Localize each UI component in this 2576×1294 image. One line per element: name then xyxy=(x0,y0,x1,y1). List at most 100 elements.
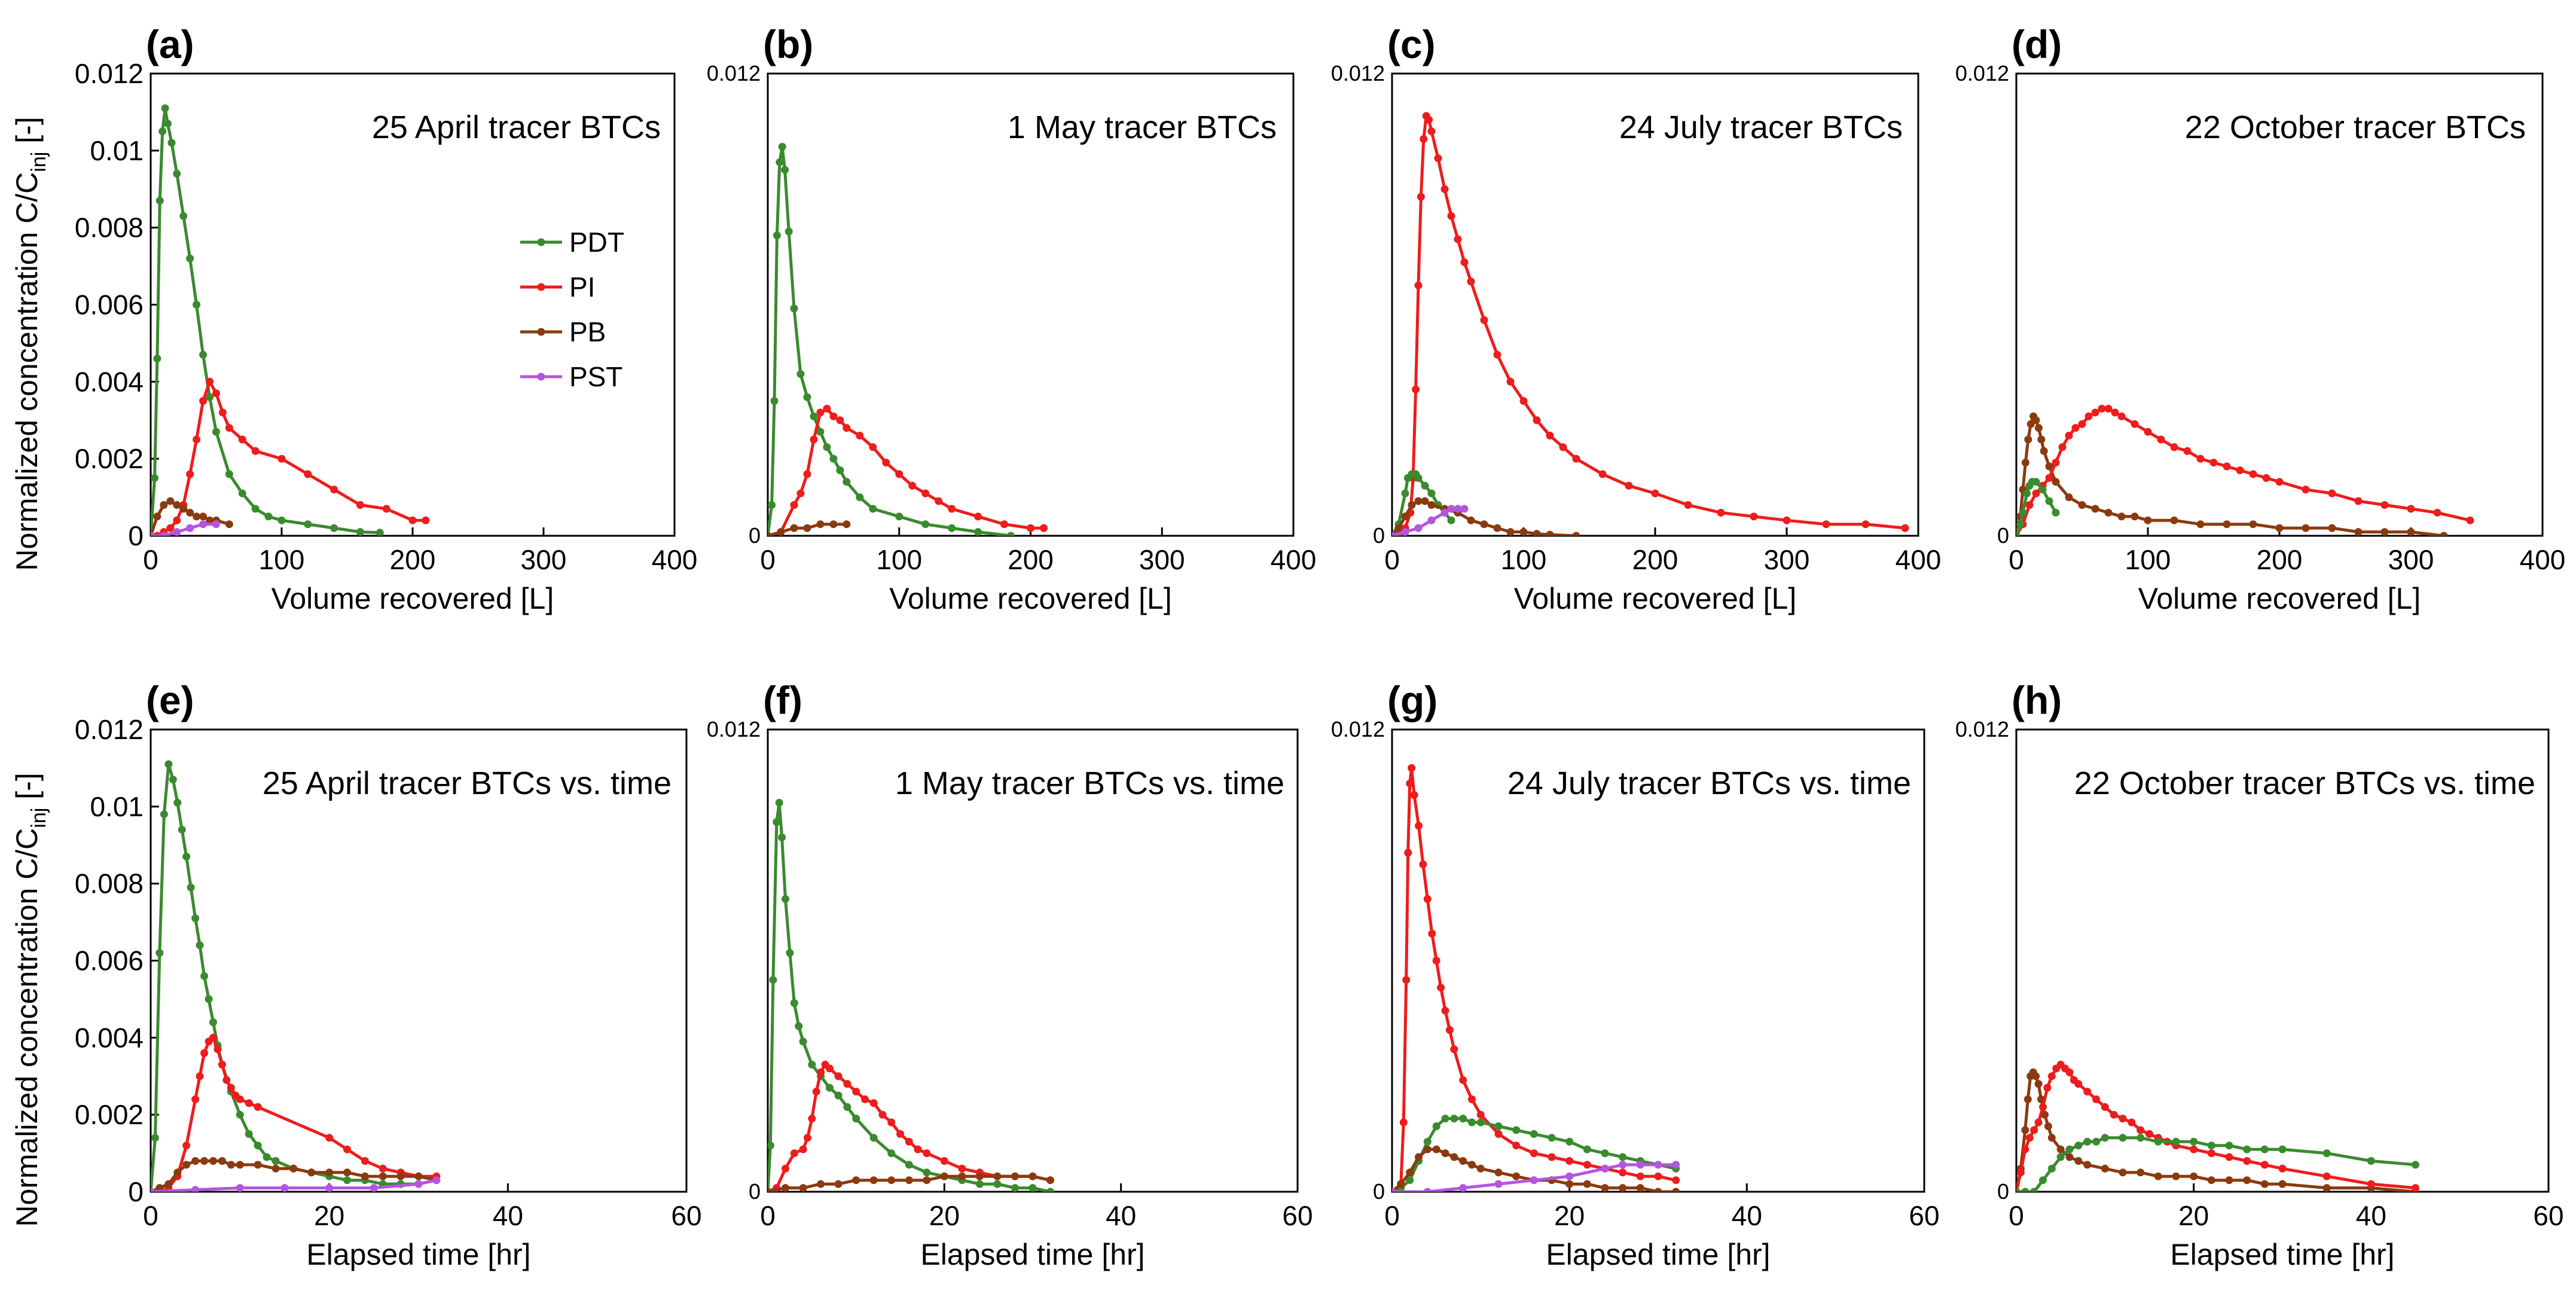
x-tick-label: 40 xyxy=(493,1200,523,1231)
data-point-pi xyxy=(2157,435,2165,444)
series-group xyxy=(768,798,1054,1192)
data-point-pdt xyxy=(836,466,844,474)
data-point-pb xyxy=(2078,501,2086,509)
data-point-pb xyxy=(1494,1168,1503,1177)
data-point-pi xyxy=(796,489,805,498)
panel-c: 0 100 200 300 400 0 0.012 Volume recovered [L] (… xyxy=(1331,22,1941,615)
data-point-pi xyxy=(1440,185,1449,193)
data-point-pdt xyxy=(778,142,786,151)
panel-title: 24 July tracer BTCs vs. time xyxy=(1507,765,1911,801)
data-point-pst xyxy=(280,1184,289,1192)
data-point-pi xyxy=(1454,235,1462,243)
data-point-pdt xyxy=(225,470,233,478)
data-point-pst xyxy=(191,1186,200,1192)
data-point-pdt xyxy=(2016,1188,2020,1192)
x-tick-label: 20 xyxy=(314,1200,344,1231)
data-point-pdt xyxy=(2225,1142,2233,1150)
data-point-pb xyxy=(2024,435,2032,444)
data-point-pb xyxy=(2328,524,2336,532)
data-point-pb xyxy=(2275,524,2284,532)
data-point-pb xyxy=(1421,497,1429,505)
data-point-pi xyxy=(2144,428,2152,436)
data-point-pb xyxy=(2154,1172,2162,1180)
data-point-pi xyxy=(1530,1149,1538,1158)
series-group xyxy=(151,760,441,1192)
x-axis-label: Volume recovered [L] xyxy=(2138,582,2421,615)
data-point-pst xyxy=(151,532,155,536)
data-point-pi xyxy=(1480,316,1488,324)
data-point-pb xyxy=(887,1176,896,1185)
data-point-pdt xyxy=(2260,1145,2269,1153)
x-tick-label: 20 xyxy=(929,1200,960,1231)
data-point-pdt xyxy=(196,941,204,950)
data-point-pb xyxy=(2104,508,2113,517)
series-line-pb xyxy=(151,1159,437,1192)
data-point-pdt xyxy=(2137,1134,2145,1142)
data-point-pi xyxy=(816,408,825,417)
data-point-pst xyxy=(1565,1172,1574,1180)
data-point-pb xyxy=(206,516,214,524)
data-point-pi xyxy=(2407,505,2415,513)
data-point-pi xyxy=(895,470,904,478)
data-point-pdt xyxy=(775,798,783,807)
data-point-pdt xyxy=(164,120,172,128)
data-point-pst xyxy=(1494,1180,1503,1188)
data-point-pdt xyxy=(2038,486,2047,494)
data-point-pi xyxy=(2131,420,2139,428)
data-point-pb xyxy=(2034,424,2043,432)
data-point-pi xyxy=(808,1115,816,1123)
panel-f: 0 20 40 60 0 0.012 Elapsed time [hr] (f) 1 May t… xyxy=(707,678,1313,1271)
data-point-pdt xyxy=(905,1161,913,1169)
data-point-pi xyxy=(1636,1172,1644,1180)
data-point-pb xyxy=(1408,501,1416,509)
data-point-pdt xyxy=(155,949,164,957)
x-tick-label: 60 xyxy=(671,1200,701,1231)
data-point-pb xyxy=(379,1172,387,1180)
data-point-pdt xyxy=(2092,1137,2100,1146)
data-point-pb xyxy=(2440,532,2448,536)
data-point-pi xyxy=(948,505,956,513)
data-point-pi xyxy=(829,412,838,420)
x-tick-label: 0 xyxy=(143,544,158,575)
data-point-pdt xyxy=(1007,532,1015,536)
data-point-pb xyxy=(1394,524,1403,532)
data-point-pdt xyxy=(993,1180,1002,1188)
data-point-pi xyxy=(2101,1103,2109,1111)
data-point-pi xyxy=(2091,408,2099,417)
data-point-pi xyxy=(2065,1068,2074,1076)
data-point-pi xyxy=(218,408,227,417)
data-point-pi xyxy=(803,470,811,478)
data-point-pdt xyxy=(1421,481,1429,490)
data-point-pb xyxy=(1401,512,1409,521)
data-point-pb xyxy=(236,1161,244,1169)
data-point-pi xyxy=(191,1095,200,1103)
data-point-pi xyxy=(227,1084,235,1092)
data-point-pb xyxy=(1397,1180,1405,1188)
x-axis-label: Volume recovered [L] xyxy=(1514,582,1797,615)
data-point-pdt xyxy=(200,972,209,980)
data-point-pi xyxy=(343,1145,351,1153)
data-point-pi xyxy=(2367,1180,2375,1188)
data-point-pi xyxy=(408,516,417,524)
data-point-pb xyxy=(1415,1153,1423,1161)
y-label-unit: [-] xyxy=(10,117,44,151)
data-point-pb xyxy=(200,1157,209,1165)
series-group xyxy=(2016,404,2474,536)
data-point-pi xyxy=(1512,1142,1521,1150)
data-point-pi xyxy=(790,1149,798,1158)
data-point-pdt xyxy=(2119,1134,2127,1142)
legend: PDT PI PB PST xyxy=(520,227,624,392)
data-point-pdt xyxy=(1468,1118,1476,1127)
data-point-pi xyxy=(2021,1145,2029,1153)
data-point-pi xyxy=(1546,432,1554,440)
data-point-pi xyxy=(2209,459,2218,467)
data-point-pb xyxy=(2131,512,2139,521)
data-point-pb xyxy=(843,520,851,529)
data-point-pi xyxy=(1476,1110,1485,1119)
data-point-pi xyxy=(1559,443,1567,451)
data-point-pb xyxy=(2302,524,2310,532)
panel-title: 22 October tracer BTCs vs. time xyxy=(2074,765,2535,801)
data-point-pi xyxy=(1404,849,1412,857)
panel-d: 0 100 200 300 400 0 0.012 Volume recovered [L] (… xyxy=(1955,22,2565,615)
